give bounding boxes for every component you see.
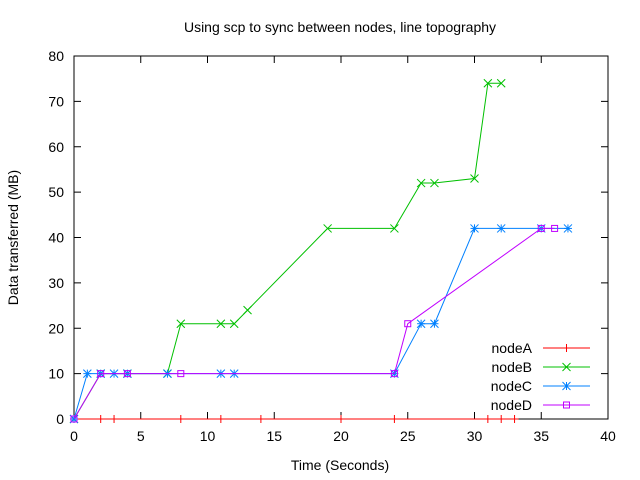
data-point-nodeB <box>216 319 226 329</box>
legend-label: nodeA <box>492 340 533 356</box>
axis-ticks: 0 5 10 15 20 25 30 35 40 0 10 20 30 40 50 60 70 80 <box>48 48 616 444</box>
data-point-nodeB <box>323 224 333 233</box>
y-tick-label: 80 <box>48 48 64 64</box>
data-point-nodeC <box>496 224 506 233</box>
y-tick-label: 20 <box>48 320 64 336</box>
series-nodeB <box>69 78 506 424</box>
data-point-nodeD <box>551 224 559 232</box>
legend-item-nodeD: nodeD <box>491 397 590 413</box>
series-layer <box>69 78 573 424</box>
y-axis-title: Data transferred (MB) <box>5 170 21 305</box>
data-point-nodeA <box>110 415 119 423</box>
legend-swatch-marker <box>563 401 570 409</box>
x-tick-label: 20 <box>333 428 349 444</box>
legend-item-nodeA: nodeA <box>492 340 590 356</box>
data-point-nodeA <box>176 415 185 423</box>
data-point-nodeB <box>229 319 239 329</box>
x-tick-label: 25 <box>400 428 416 444</box>
data-point-nodeB <box>470 174 479 183</box>
x-axis-title: Time (Seconds) <box>291 457 389 473</box>
data-point-nodeD <box>97 370 105 378</box>
data-point-nodeA <box>390 415 399 423</box>
series-line-nodeD <box>73 227 555 420</box>
data-point-nodeC <box>416 319 426 329</box>
chart-title: Using scp to sync between nodes, line to… <box>184 19 496 35</box>
data-point-nodeA <box>337 415 345 423</box>
x-tick-label: 15 <box>266 428 282 444</box>
x-tick-label: 40 <box>600 428 616 444</box>
x-tick-label: 35 <box>533 428 549 444</box>
y-tick-label: 0 <box>56 411 64 427</box>
y-tick-label: 70 <box>48 93 64 109</box>
series-nodeD <box>70 224 559 423</box>
legend-item-nodeB: nodeB <box>492 359 590 375</box>
legend-swatch-marker <box>562 362 571 372</box>
data-point-nodeD <box>70 415 78 423</box>
data-point-nodeD <box>537 224 545 232</box>
data-point-nodeB <box>483 78 493 88</box>
y-tick-label: 30 <box>48 275 64 291</box>
data-point-nodeA <box>483 415 492 423</box>
y-tick-label: 40 <box>48 230 64 246</box>
data-point-nodeA <box>96 415 105 423</box>
y-tick-label: 50 <box>48 184 64 200</box>
data-point-nodeD <box>177 370 185 378</box>
x-tick-label: 30 <box>467 428 483 444</box>
data-point-nodeB <box>176 319 186 329</box>
data-point-nodeA <box>256 415 265 423</box>
data-point-nodeC <box>563 224 573 233</box>
y-tick-label: 60 <box>48 139 64 155</box>
data-point-nodeB <box>430 178 439 188</box>
y-tick-label: 10 <box>48 366 64 382</box>
x-tick-label: 10 <box>200 428 216 444</box>
x-tick-label: 5 <box>137 428 145 444</box>
data-point-nodeA <box>497 415 506 423</box>
legend-item-nodeC: nodeC <box>491 378 590 394</box>
data-point-nodeB <box>496 78 506 88</box>
x-tick-label: 0 <box>70 428 78 444</box>
data-point-nodeB <box>390 224 399 233</box>
legend-label: nodeD <box>491 397 532 413</box>
legend: nodeA nodeB nodeC nodeD <box>491 340 590 413</box>
series-nodeA <box>70 415 519 423</box>
data-point-nodeD <box>404 320 412 328</box>
legend-label: nodeB <box>492 359 532 375</box>
data-point-nodeD <box>390 370 398 378</box>
data-point-nodeA <box>510 415 519 423</box>
data-point-nodeC <box>82 369 92 378</box>
data-point-nodeD <box>123 370 131 378</box>
legend-label: nodeC <box>491 378 532 394</box>
data-point-nodeC <box>470 224 479 233</box>
legend-swatch-marker <box>562 344 571 352</box>
data-point-nodeB <box>243 305 252 315</box>
series-line-nodeB <box>73 82 502 420</box>
data-point-nodeB <box>416 178 426 188</box>
data-point-nodeC <box>430 319 439 329</box>
data-point-nodeA <box>216 415 225 423</box>
legend-swatch-marker <box>562 381 571 391</box>
